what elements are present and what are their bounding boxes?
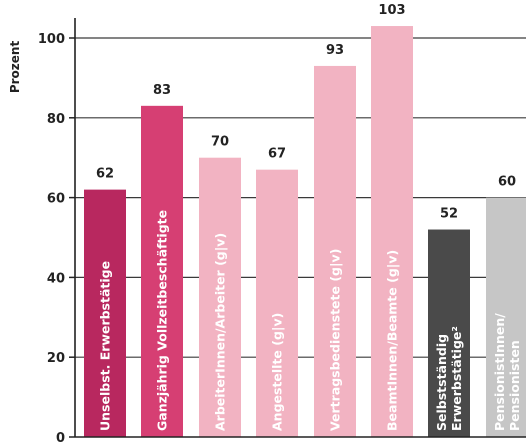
- y-tick-label: 80: [47, 112, 65, 127]
- y-tick-label: 20: [47, 351, 65, 366]
- data-label: 60: [498, 175, 516, 190]
- bar: [141, 105, 183, 437]
- y-axis-label: Prozent: [8, 41, 22, 94]
- data-label: 67: [268, 147, 286, 162]
- bar: [256, 169, 298, 438]
- category-label: Ganzjährig Vollzeitbeschäftigte: [155, 210, 170, 431]
- bar: [199, 157, 241, 437]
- y-tick-label: 60: [47, 192, 65, 207]
- category-label-line: Angestellte (g|v): [270, 313, 285, 431]
- category-label: BeamtInnen/Beamte (g|v): [385, 250, 400, 431]
- category-label-line: Vertragsbedienstete (g|v): [328, 249, 343, 431]
- y-tick-label: 100: [38, 32, 65, 47]
- category-label-line: Pensionisten: [507, 340, 522, 431]
- data-label: 70: [211, 135, 229, 150]
- bar: [371, 26, 413, 438]
- category-label: Unselbst. Erwerbstätige: [98, 261, 113, 431]
- category-label-line: PensionistInnen/: [492, 313, 507, 431]
- data-label: 62: [96, 167, 114, 182]
- data-label: 93: [326, 43, 344, 58]
- category-label: Angestellte (g|v): [270, 313, 285, 431]
- category-label-line: Unselbst. Erwerbstätige: [98, 261, 113, 431]
- category-label-line: Erwerbstätige²: [449, 326, 464, 431]
- bars: [84, 26, 526, 438]
- bar: [314, 65, 356, 438]
- data-label: 83: [153, 83, 171, 98]
- category-label-line: Ganzjährig Vollzeitbeschäftigte: [155, 210, 170, 431]
- y-tick-label: 0: [56, 431, 65, 444]
- category-label: Vertragsbedienstete (g|v): [328, 249, 343, 431]
- category-label-line: BeamtInnen/Beamte (g|v): [385, 250, 400, 431]
- axes: 0 20 40 60 80 100: [38, 18, 526, 444]
- y-tick-label: 40: [47, 271, 65, 286]
- category-label: PensionistInnen/Pensionisten: [492, 313, 522, 431]
- category-label-line: Selbstständig: [434, 334, 449, 431]
- category-label-line: ArbeiterInnen/Arbeiter (g|v): [213, 233, 228, 431]
- data-label: 103: [378, 3, 405, 18]
- category-label: ArbeiterInnen/Arbeiter (g|v): [213, 233, 228, 431]
- bar: [428, 229, 470, 437]
- data-label: 52: [440, 207, 458, 222]
- bar: [84, 189, 126, 437]
- labels: 62 Unselbst. Erwerbstätige 83 Ganzjährig Vo…: [96, 3, 522, 431]
- category-label: SelbstständigErwerbstätige²: [434, 326, 464, 431]
- bar: [486, 197, 526, 437]
